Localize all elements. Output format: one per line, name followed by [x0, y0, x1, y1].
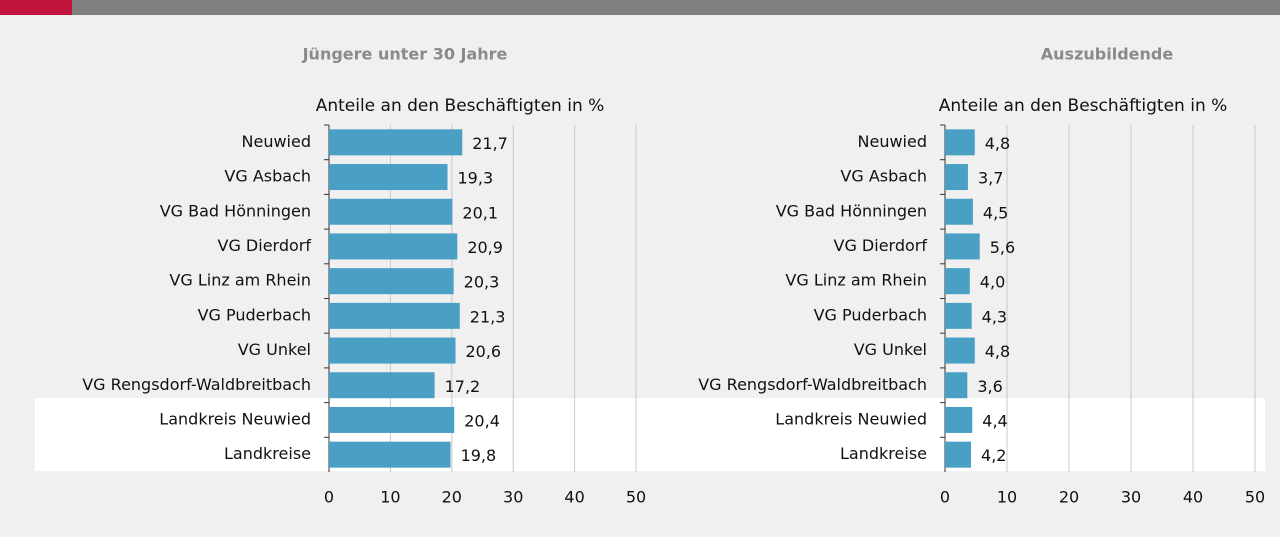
value-label: 21,7 — [472, 134, 508, 153]
chart-subtitle: Anteile an den Beschäftigten in % — [939, 96, 1228, 116]
x-tick-label: 40 — [564, 488, 584, 507]
y-tick-label: VG Bad Hönningen — [160, 201, 311, 220]
bar — [329, 164, 448, 191]
highlight-band — [35, 398, 1265, 471]
x-tick-label: 0 — [940, 488, 950, 507]
bar — [945, 268, 970, 295]
value-label: 4,0 — [980, 273, 1005, 292]
bar — [945, 337, 975, 364]
y-tick-label: VG Puderbach — [198, 305, 311, 324]
value-label: 3,7 — [978, 169, 1003, 188]
y-tick-label: VG Rengsdorf-Waldbreitbach — [82, 375, 311, 394]
value-label: 4,5 — [983, 203, 1008, 222]
value-label: 5,6 — [990, 238, 1015, 257]
chart-subtitle: Anteile an den Beschäftigten in % — [316, 96, 605, 116]
value-label: 4,4 — [982, 411, 1007, 430]
value-label: 17,2 — [445, 377, 481, 396]
x-tick-label: 30 — [503, 488, 523, 507]
x-tick-label: 10 — [380, 488, 400, 507]
x-tick-label: 10 — [997, 488, 1017, 507]
bar — [329, 302, 460, 329]
y-tick-label: VG Dierdorf — [218, 236, 312, 255]
bar — [329, 198, 453, 225]
value-label: 3,6 — [977, 377, 1002, 396]
bar — [945, 233, 980, 260]
value-label: 19,3 — [458, 169, 494, 188]
value-label: 20,3 — [464, 273, 500, 292]
bar — [329, 372, 435, 399]
y-tick-label: VG Rengsdorf-Waldbreitbach — [698, 375, 927, 394]
x-tick-label: 50 — [1245, 488, 1265, 507]
y-tick-label: Neuwied — [242, 132, 311, 151]
top-accent — [0, 0, 72, 15]
x-tick-label: 20 — [442, 488, 462, 507]
bar — [945, 198, 973, 225]
value-label: 20,6 — [465, 342, 501, 361]
y-tick-label: VG Puderbach — [814, 305, 927, 324]
value-label: 20,9 — [467, 238, 503, 257]
bar — [329, 441, 451, 468]
value-label: 19,8 — [461, 446, 497, 465]
bar — [329, 129, 463, 156]
value-label: 4,8 — [985, 134, 1010, 153]
value-label: 4,3 — [982, 307, 1007, 326]
bar — [329, 233, 458, 260]
value-label: 4,2 — [981, 446, 1006, 465]
y-tick-label: VG Unkel — [238, 340, 311, 359]
y-tick-label: Landkreise — [224, 444, 311, 463]
y-tick-label: Landkreis Neuwied — [775, 409, 927, 428]
value-label: 21,3 — [470, 307, 506, 326]
y-tick-label: VG Linz am Rhein — [169, 271, 311, 290]
bar — [329, 337, 456, 364]
x-tick-label: 50 — [626, 488, 646, 507]
bar — [329, 406, 455, 433]
y-tick-label: VG Asbach — [224, 167, 311, 186]
bar — [945, 372, 968, 399]
y-tick-label: VG Dierdorf — [834, 236, 928, 255]
chart-title: Auszubildende — [1041, 45, 1174, 64]
bar — [945, 406, 973, 433]
y-tick-label: Neuwied — [858, 132, 927, 151]
x-tick-label: 0 — [324, 488, 334, 507]
top-bar — [0, 0, 1280, 15]
bar — [945, 164, 968, 191]
y-tick-label: VG Bad Hönningen — [776, 201, 927, 220]
bar — [945, 302, 972, 329]
chart-title: Jüngere unter 30 Jahre — [302, 45, 508, 64]
value-label: 20,4 — [464, 411, 500, 430]
y-tick-label: VG Linz am Rhein — [785, 271, 927, 290]
bar — [945, 441, 972, 468]
y-tick-label: VG Asbach — [840, 167, 927, 186]
y-tick-label: VG Unkel — [854, 340, 927, 359]
x-tick-label: 40 — [1183, 488, 1203, 507]
y-tick-label: Landkreis Neuwied — [159, 409, 311, 428]
x-tick-label: 30 — [1121, 488, 1141, 507]
x-tick-label: 20 — [1059, 488, 1079, 507]
value-label: 4,8 — [985, 342, 1010, 361]
y-tick-label: Landkreise — [840, 444, 927, 463]
bar — [945, 129, 975, 156]
value-label: 20,1 — [462, 203, 498, 222]
bar — [329, 268, 454, 295]
